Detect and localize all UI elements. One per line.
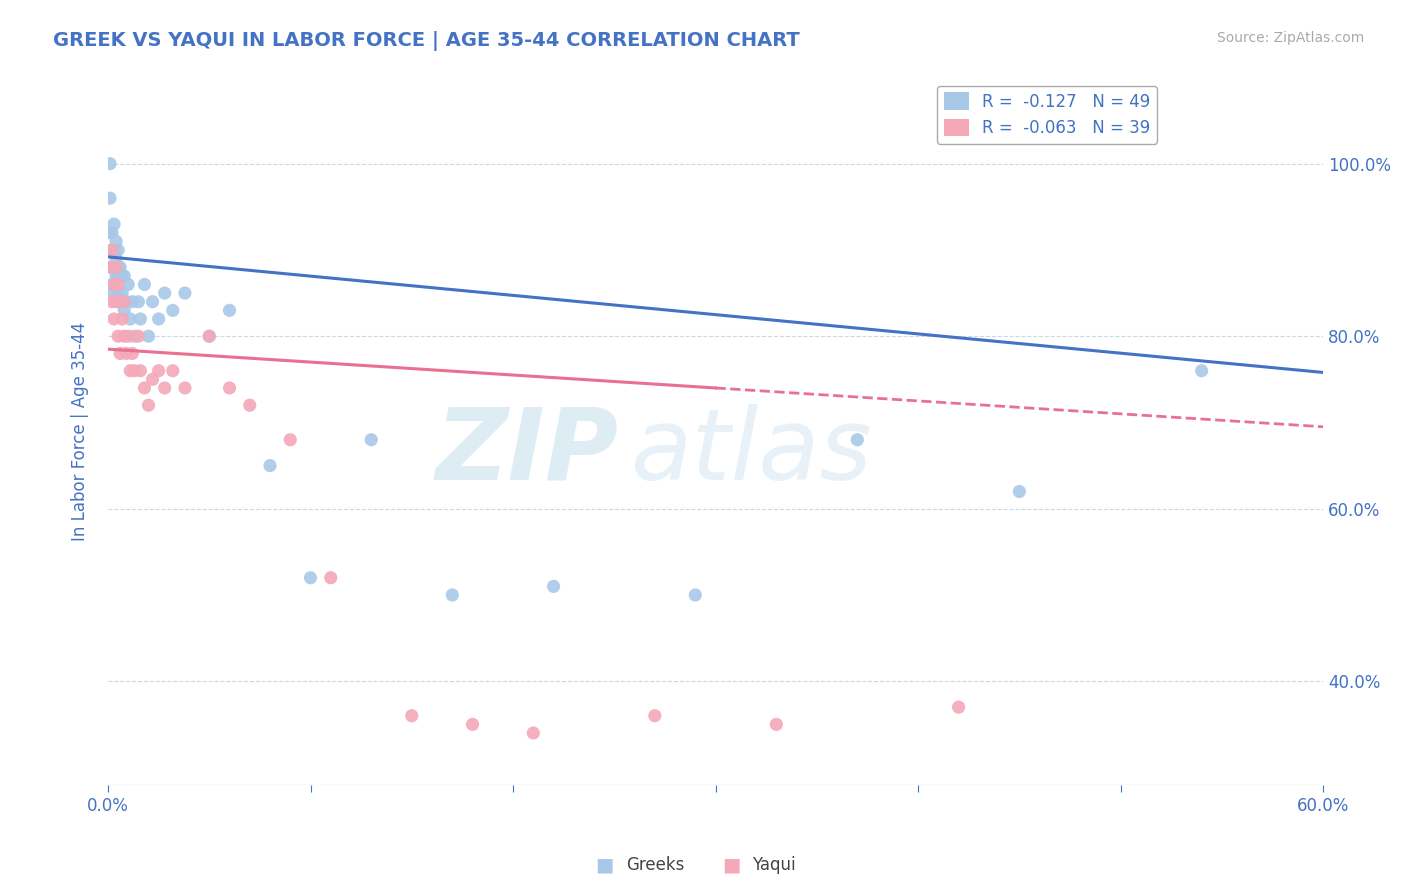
Point (461, 717, 484, 731)
Text: atlas: atlas (630, 404, 872, 500)
Point (108, 294, 131, 309)
Point (101, 243, 124, 257)
Point (153, 381, 176, 395)
Point (107, 243, 129, 257)
Point (218, 303, 240, 318)
Point (105, 260, 128, 275)
Point (107, 260, 129, 275)
Point (138, 329, 160, 343)
Point (105, 235, 128, 249)
Point (1008, 484, 1031, 499)
Point (124, 364, 146, 378)
Point (948, 700, 970, 714)
Point (117, 329, 139, 343)
Point (278, 433, 301, 447)
Point (1191, 364, 1213, 378)
Point (112, 294, 135, 309)
Point (141, 294, 163, 309)
Point (127, 294, 149, 309)
Point (98, 260, 121, 275)
Point (644, 708, 666, 723)
Point (174, 286, 197, 301)
Text: ZIP: ZIP (436, 404, 619, 500)
Text: ■: ■ (721, 855, 741, 875)
Point (148, 312, 170, 326)
Point (112, 329, 135, 343)
Point (299, 571, 322, 585)
Point (115, 346, 138, 360)
Point (107, 277, 129, 292)
Point (134, 277, 156, 292)
Point (101, 226, 124, 240)
Point (218, 381, 240, 395)
Point (129, 312, 152, 326)
Point (111, 286, 134, 301)
Point (120, 364, 142, 378)
Text: Source: ZipAtlas.com: Source: ZipAtlas.com (1216, 31, 1364, 45)
Point (174, 381, 197, 395)
Point (441, 588, 464, 602)
Text: Greeks: Greeks (626, 856, 685, 874)
Point (103, 286, 125, 301)
Point (103, 312, 125, 326)
Point (846, 433, 869, 447)
Point (103, 277, 125, 292)
Point (105, 294, 128, 309)
Point (360, 433, 382, 447)
Point (121, 346, 143, 360)
Point (127, 329, 149, 343)
Text: Yaqui: Yaqui (752, 856, 796, 874)
Point (129, 364, 152, 378)
Point (153, 286, 176, 301)
Point (101, 243, 124, 257)
Point (198, 329, 221, 343)
Point (101, 260, 124, 275)
Point (112, 268, 135, 283)
Point (765, 717, 787, 731)
Point (108, 346, 131, 360)
Point (112, 303, 135, 318)
Point (259, 458, 281, 473)
Point (108, 294, 131, 309)
Point (98, 226, 121, 240)
Point (98, 191, 121, 205)
Point (162, 364, 184, 378)
Point (120, 312, 142, 326)
Point (685, 588, 707, 602)
Point (98, 157, 121, 171)
Point (134, 381, 156, 395)
Point (121, 294, 143, 309)
Point (543, 579, 565, 593)
Legend: R =  -0.127   N = 49, R =  -0.063   N = 39: R = -0.127 N = 49, R = -0.063 N = 39 (936, 86, 1157, 144)
Point (105, 268, 128, 283)
Point (107, 286, 129, 301)
Point (107, 268, 129, 283)
Point (108, 260, 131, 275)
Point (401, 708, 423, 723)
Point (148, 364, 170, 378)
Point (103, 260, 125, 275)
Point (107, 329, 129, 343)
Point (162, 303, 184, 318)
Point (115, 294, 138, 309)
Point (117, 277, 139, 292)
Point (138, 398, 160, 412)
Point (141, 372, 163, 386)
Point (103, 243, 125, 257)
Text: ■: ■ (595, 855, 614, 875)
Point (239, 398, 262, 412)
Point (105, 252, 128, 266)
Text: GREEK VS YAQUI IN LABOR FORCE | AGE 35-44 CORRELATION CHART: GREEK VS YAQUI IN LABOR FORCE | AGE 35-4… (53, 31, 800, 51)
Point (101, 277, 124, 292)
Point (124, 329, 146, 343)
Point (198, 329, 221, 343)
Point (319, 571, 342, 585)
Point (111, 312, 134, 326)
Y-axis label: In Labor Force | Age 35-44: In Labor Force | Age 35-44 (72, 321, 89, 541)
Point (103, 217, 125, 231)
Point (111, 268, 134, 283)
Point (101, 294, 124, 309)
Point (522, 726, 544, 740)
